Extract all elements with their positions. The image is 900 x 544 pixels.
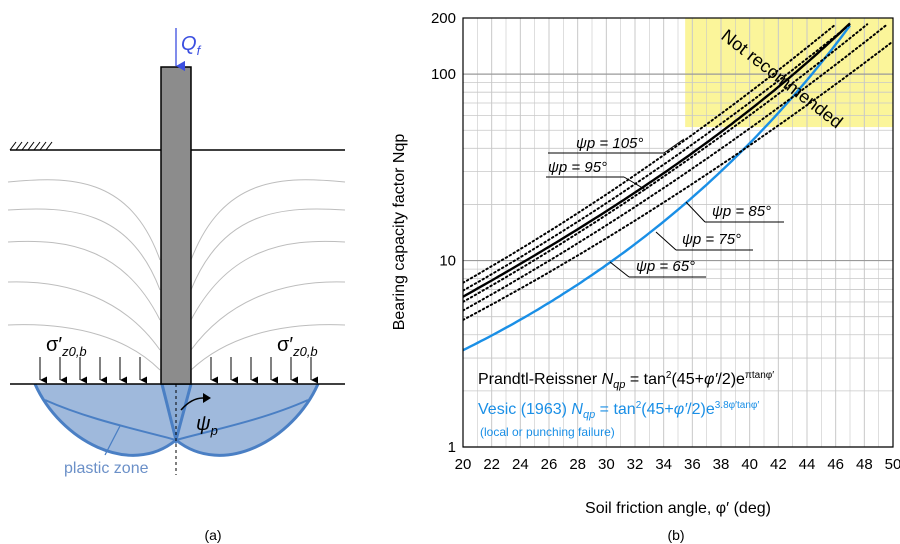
psi-105: ψp = 105°	[548, 135, 685, 154]
plastic-zone-label: plastic zone	[64, 460, 149, 477]
panel-a: Qf σ′z0,b σ′z0,b ψp plastic zone (a)	[7, 28, 346, 543]
plot-frame	[462, 17, 894, 448]
series-line	[463, 22, 851, 298]
psi-75: ψp = 75°	[655, 231, 753, 251]
tick-labels: 20 22 24 26 28 30 32 34 36 38 40 42 44 46 48 50 1 10 100 20…	[431, 10, 900, 473]
series-line	[463, 23, 851, 292]
y-tick-label: 10	[439, 253, 456, 270]
angle-arc	[180, 397, 204, 411]
panel-b: 20 22 24 26 28 30 32 34 36 38 40 42 44 46 48 50 1 10 100 20…	[391, 10, 900, 543]
stress-label-right: σ′z0,b	[277, 334, 318, 359]
x-tick-label: 22	[483, 456, 500, 473]
series-line	[463, 24, 851, 352]
stress-arrows-right	[210, 357, 318, 384]
series-line	[463, 23, 869, 303]
zone-leader	[104, 425, 121, 456]
x-tick-label: 50	[885, 456, 900, 473]
ground-hatch	[9, 141, 53, 151]
series-layer	[463, 22, 893, 352]
psi-85: ψp = 85°	[685, 201, 784, 223]
stress-arrows-left	[39, 357, 147, 384]
psi-65: ψp = 65°	[609, 258, 706, 278]
x-tick-label: 20	[455, 456, 472, 473]
x-tick-label: 34	[655, 456, 672, 473]
load-label: Qf	[181, 33, 202, 58]
series-line	[463, 40, 893, 321]
stress-label-left: σ′z0,b	[46, 334, 87, 359]
y-tick-label: 200	[431, 10, 456, 27]
y-tick-label: 1	[448, 439, 456, 456]
x-tick-label: 32	[627, 456, 644, 473]
caption-a: (a)	[204, 527, 221, 543]
series-line	[463, 23, 889, 312]
prandtl-equation: Prandtl-Reissner Nqp = tan2(45+φ′/2)eπta…	[478, 370, 774, 391]
x-tick-label: 46	[827, 456, 844, 473]
plastic-zone-left	[35, 384, 176, 456]
y-axis-title: Bearing capacity factor Nqp	[391, 134, 408, 331]
x-tick-label: 24	[512, 456, 529, 473]
angle-label: ψp	[196, 413, 218, 438]
psi-label-105: ψp = 105°	[576, 135, 643, 152]
vesic-equation: Vesic (1963) Nqp = tan2(45+φ′/2)e3.8φ′ta…	[478, 400, 759, 421]
x-tick-label: 44	[799, 456, 816, 473]
x-tick-label: 30	[598, 456, 615, 473]
series-line	[463, 23, 837, 284]
angle-arrowhead	[203, 393, 211, 403]
x-tick-label: 42	[770, 456, 787, 473]
psi-label-75: ψp = 75°	[682, 231, 741, 248]
y-tick-label: 100	[431, 66, 456, 83]
caption-b: (b)	[667, 527, 684, 543]
plastic-zone-center	[160, 384, 192, 440]
stress-contours	[7, 179, 346, 371]
vesic-note: (local or punching failure)	[480, 425, 615, 439]
pile	[160, 66, 192, 385]
plastic-zone-right	[177, 384, 318, 456]
x-tick-label: 36	[684, 456, 701, 473]
x-tick-label: 40	[741, 456, 758, 473]
psi-label-85: ψp = 85°	[712, 203, 771, 220]
x-tick-label: 28	[569, 456, 586, 473]
x-axis-title: Soil friction angle, φ′ (deg)	[585, 500, 771, 517]
x-tick-label: 38	[713, 456, 730, 473]
psi-label-95: ψp = 95°	[548, 159, 607, 176]
x-tick-label: 48	[856, 456, 873, 473]
psi-95: ψp = 95°	[546, 159, 647, 191]
x-tick-label: 26	[541, 456, 558, 473]
psi-label-65: ψp = 65°	[636, 258, 695, 275]
